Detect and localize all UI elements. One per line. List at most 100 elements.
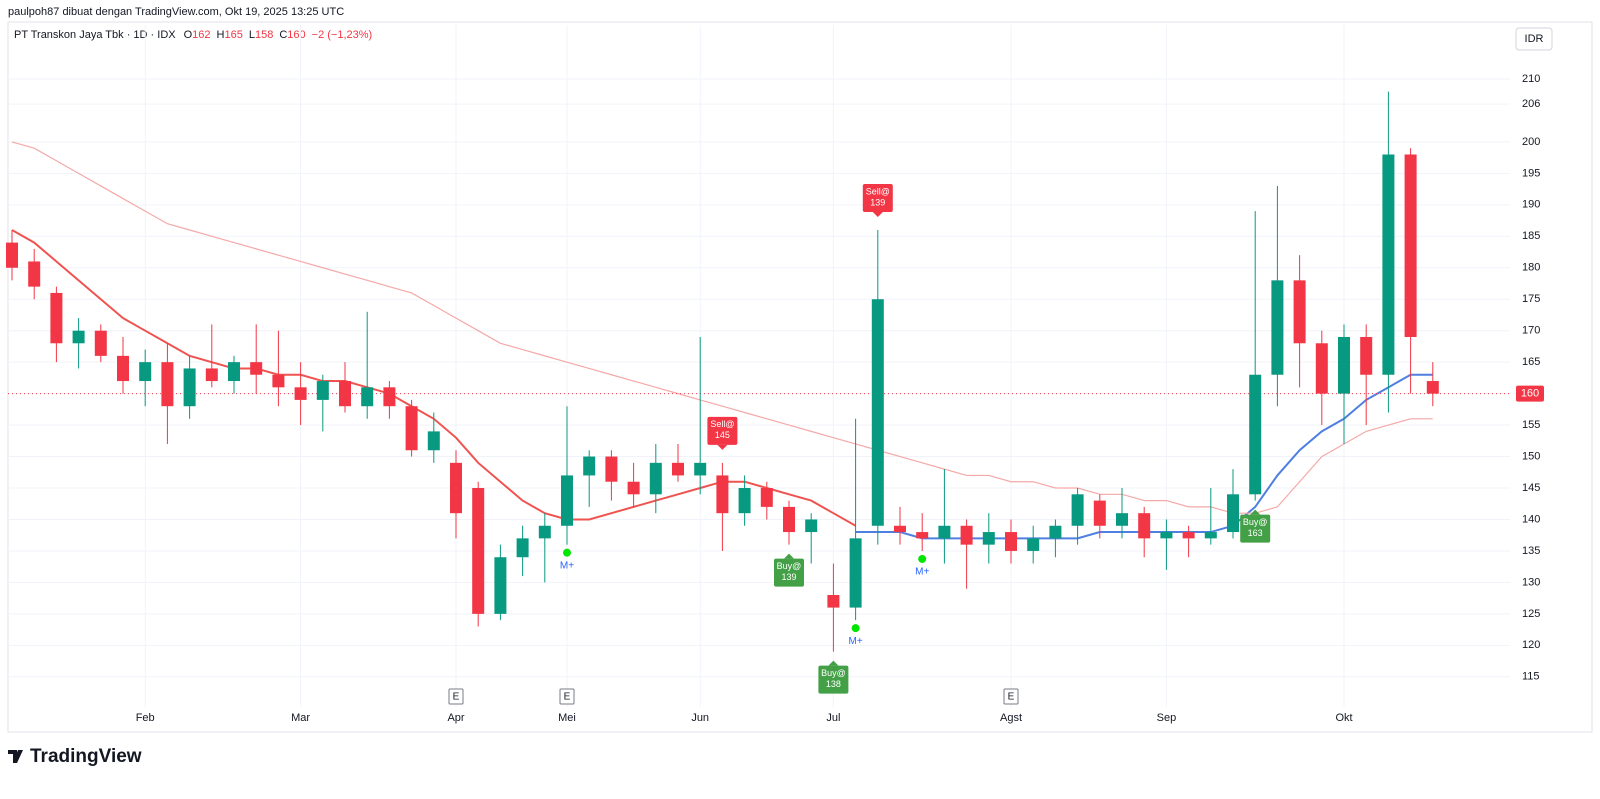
candle-body — [494, 557, 507, 614]
y-tick-label: 180 — [1522, 262, 1540, 274]
y-tick-label: 155 — [1522, 419, 1540, 431]
indicator-line — [11, 229, 857, 527]
candle-body — [94, 330, 107, 356]
y-tick-label: 130 — [1522, 576, 1540, 588]
x-tick-label: Agst — [1000, 712, 1022, 724]
ohlc-value: 162 — [192, 29, 210, 41]
candle-body — [383, 387, 396, 407]
candle-body — [894, 525, 906, 533]
signal-label — [774, 558, 804, 587]
candle-body — [161, 362, 174, 407]
symbol-legend: PT Transkon Jaya Tbk · 1D · IDX O162 H165 L… — [14, 29, 372, 41]
candle-body — [1338, 336, 1350, 394]
candle-body — [716, 475, 729, 514]
currency-box[interactable] — [1515, 27, 1553, 51]
candle-body — [1160, 532, 1173, 539]
candle-body — [627, 481, 640, 495]
y-tick-label: 210 — [1522, 73, 1540, 85]
candle-body — [139, 362, 152, 382]
y-tick-label: 206 — [1522, 98, 1540, 110]
marker-text: M+ — [915, 567, 929, 578]
x-tick-label: Okt — [1335, 712, 1352, 724]
candle-body — [694, 462, 707, 476]
x-tick-label: Sep — [1157, 712, 1177, 724]
y-tick-label: 170 — [1522, 325, 1540, 337]
ohlc-label: L — [249, 29, 255, 41]
candle-body — [361, 387, 374, 407]
candle-body — [938, 525, 951, 539]
candle-body — [849, 538, 862, 608]
candle-body — [339, 381, 351, 407]
candle-body — [783, 506, 795, 533]
candle-body — [72, 330, 85, 344]
candle-body — [561, 475, 573, 526]
candle-body — [649, 462, 662, 495]
signal-pointer — [784, 553, 794, 559]
x-tick-label: Mar — [291, 712, 310, 724]
y-tick-label: 165 — [1522, 356, 1540, 368]
signal-price: 139 — [870, 197, 885, 207]
signal-pointer — [872, 212, 883, 218]
ohlc-value: 160 — [287, 29, 305, 41]
marker-dot — [918, 554, 927, 563]
change: −2 (−1,23%) — [312, 29, 373, 41]
signal-pointer — [1250, 509, 1261, 515]
x-tick-label: Feb — [136, 712, 155, 724]
candle-body — [1271, 280, 1284, 375]
candle-body — [1249, 374, 1262, 495]
signal-price: 139 — [781, 572, 796, 582]
marker-dot — [851, 624, 860, 633]
frame — [7, 21, 1593, 733]
y-tick-label: 140 — [1522, 513, 1540, 525]
event-text: E — [453, 692, 460, 703]
candle-body — [982, 532, 995, 545]
signal-text: Sell@ — [866, 186, 890, 196]
candle-body — [1227, 494, 1239, 533]
candle-body — [960, 525, 973, 545]
candle-body — [228, 362, 240, 382]
candle-body — [1382, 154, 1395, 375]
signal-text: Sell@ — [710, 419, 734, 429]
event-box — [1003, 688, 1019, 705]
candle-body — [6, 242, 18, 268]
x-tick-label: Jul — [826, 712, 840, 724]
candle-body — [916, 532, 929, 539]
candle-body — [871, 299, 884, 526]
event-text: E — [564, 692, 571, 703]
candle-body — [672, 462, 684, 476]
candle-body — [450, 462, 462, 514]
y-tick-label: 135 — [1522, 545, 1540, 557]
ohlc-label: O — [184, 29, 193, 41]
candle-body — [183, 368, 196, 407]
candle-body — [316, 381, 329, 400]
legend: PT Transkon Jaya Tbk · 1D · IDX O162 H165 L… — [14, 29, 372, 41]
price-tag-text: 160 — [1521, 388, 1539, 400]
y-tick-label: 145 — [1522, 482, 1540, 494]
candle-body — [760, 488, 773, 507]
candle-body — [405, 406, 418, 451]
candle-body — [1116, 513, 1128, 526]
x-tick-label: Jun — [691, 712, 709, 724]
signal-label — [818, 665, 849, 694]
signal-label — [707, 416, 738, 445]
event-box — [559, 688, 575, 705]
y-tick-label: 115 — [1522, 671, 1540, 683]
candle-body — [294, 387, 307, 400]
candle-body — [538, 525, 551, 539]
y-tick-label: 190 — [1522, 199, 1540, 211]
candle-body — [1182, 532, 1195, 539]
y-tick-label: 150 — [1522, 450, 1540, 462]
event-text: E — [1008, 692, 1015, 703]
currency[interactable]: IDR — [1525, 33, 1544, 45]
candle-body — [1315, 343, 1328, 394]
candle-body — [805, 519, 818, 533]
y-tick-label: 200 — [1522, 136, 1540, 148]
signal-text: Buy@ — [777, 561, 802, 571]
signal-label — [862, 184, 893, 213]
credit: paulpoh87 dibuat dengan TradingView.com,… — [8, 6, 344, 18]
candle-body — [1204, 532, 1217, 539]
candle-body — [1093, 500, 1106, 526]
candle-body — [1293, 280, 1306, 344]
y-tick-label: 185 — [1522, 230, 1540, 242]
